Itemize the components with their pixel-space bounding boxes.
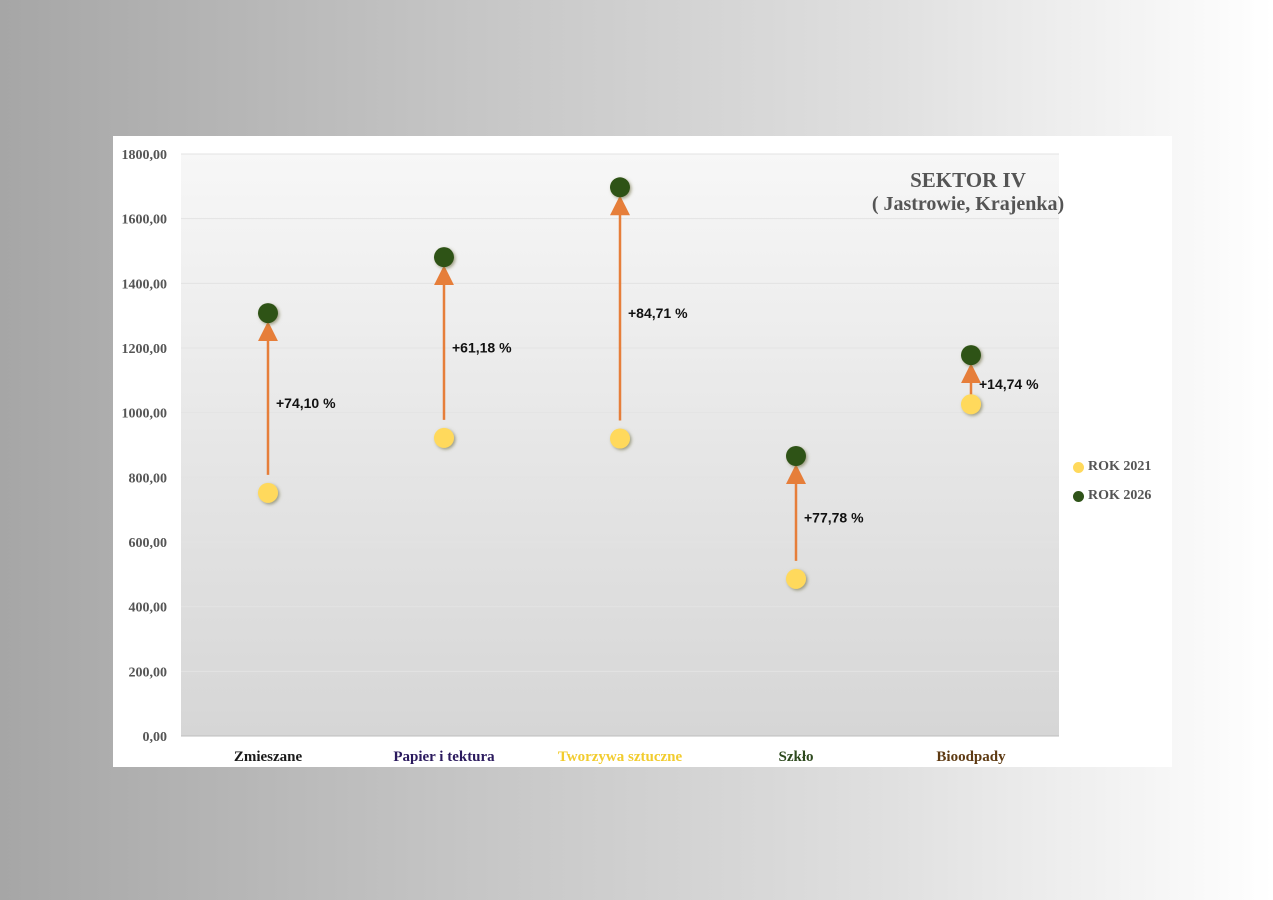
- y-tick-label: 200,00: [129, 665, 168, 680]
- legend-label-2021: ROK 2021: [1088, 459, 1152, 474]
- y-tick-label: 1200,00: [122, 342, 168, 357]
- point-2026: [786, 445, 806, 466]
- x-category-label: Bioodpady: [936, 749, 1006, 765]
- point-2021: [434, 427, 454, 448]
- x-category-label: Zmieszane: [234, 749, 303, 765]
- change-label: +77,78 %: [804, 509, 864, 525]
- change-label: +84,71 %: [628, 305, 688, 321]
- chart-plot: 0,00 200,00 400,00 600,00 800,00 1000,00 1200,…: [122, 148, 1059, 765]
- legend-item-2021: ROK 2021: [1073, 457, 1151, 477]
- point-2026: [961, 345, 981, 366]
- chart-subtitle: ( Jastrowie, Krajenka): [871, 193, 1065, 215]
- y-tick-label: 1000,00: [122, 407, 168, 422]
- y-tick-label: 600,00: [129, 536, 168, 551]
- point-2021: [258, 482, 278, 503]
- y-tick-label: 400,00: [129, 601, 168, 616]
- legend-marker-2021: [1073, 461, 1084, 473]
- change-label: +14,74 %: [979, 376, 1039, 392]
- chart-title: SEKTOR IV: [910, 168, 1026, 192]
- change-label: +61,18 %: [452, 340, 512, 356]
- change-label: +74,10 %: [276, 395, 336, 411]
- y-tick-label: 1800,00: [122, 148, 168, 163]
- legend-item-2026: ROK 2026: [1073, 486, 1151, 506]
- point-2026: [610, 177, 630, 198]
- point-2026: [258, 303, 278, 324]
- point-2021: [610, 428, 630, 449]
- chart-card: 0,00 200,00 400,00 600,00 800,00 1000,00 1200,…: [113, 136, 1172, 767]
- point-2026: [434, 247, 454, 268]
- point-2021: [961, 394, 981, 415]
- legend-label-2026: ROK 2026: [1088, 488, 1152, 503]
- y-tick-label: 0,00: [143, 730, 168, 745]
- y-tick-label: 1400,00: [122, 277, 168, 292]
- y-tick-label: 800,00: [129, 471, 168, 486]
- y-tick-label: 1600,00: [122, 213, 168, 228]
- x-category-label: Papier i tektura: [393, 749, 495, 765]
- legend-marker-2026: [1073, 490, 1084, 502]
- x-category-label: Tworzywa sztuczne: [558, 749, 683, 765]
- point-2021: [786, 568, 806, 589]
- x-category-label: Szkło: [778, 749, 813, 765]
